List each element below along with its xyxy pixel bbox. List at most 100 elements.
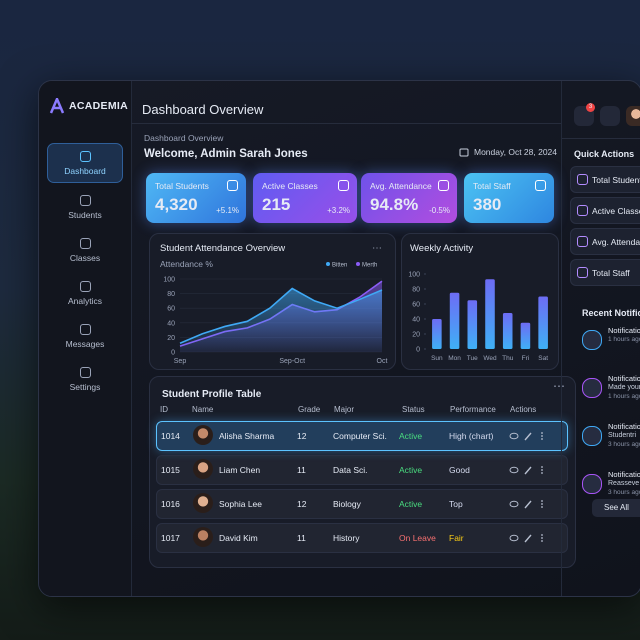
y-tick-label: 40 — [412, 317, 420, 324]
table-menu[interactable]: ⋯ — [553, 379, 565, 393]
nav-icon — [79, 367, 91, 378]
nav-icon — [79, 281, 91, 292]
nav-label: Dashboard — [64, 166, 106, 176]
view-icon — [509, 534, 519, 542]
notification-title: Notification — [608, 470, 640, 479]
welcome: Welcome, Admin Sarah Jones — [144, 148, 308, 160]
icon-shape — [79, 367, 91, 378]
nav-label: Classes — [69, 253, 101, 263]
notification-icon — [582, 378, 602, 398]
stat-card: Total Students 4,320 +5.1% — [146, 173, 246, 223]
nav-item[interactable]: Settings — [47, 360, 123, 398]
table-row[interactable]: 1014 Alisha Sharma 12 Computer Sci. Active Hi… — [156, 421, 568, 451]
bar — [520, 322, 531, 349]
performance: Top — [449, 499, 463, 509]
view-icon — [509, 466, 519, 474]
profile-avatar[interactable] — [626, 106, 640, 126]
status: Active — [399, 431, 423, 441]
nav-item[interactable]: Analytics — [47, 274, 123, 312]
y-tick-label: 20 — [412, 332, 420, 339]
nav-item[interactable]: Students — [47, 188, 123, 226]
date-text: Monday, Oct 28, 2024 — [474, 147, 558, 157]
column-header: Performance — [450, 405, 496, 414]
calendar-icon — [459, 148, 469, 157]
more-icon — [541, 503, 543, 505]
more-icon — [541, 506, 543, 508]
stat-card: Total Staff 380 — [464, 173, 554, 223]
bell-button[interactable]: 3 — [574, 103, 595, 126]
table-row[interactable]: 1016 Sophia Lee 12 Biology Active Top — [156, 489, 568, 519]
notification-time: 3 hours ago — [608, 441, 640, 448]
column-header: Actions — [510, 405, 537, 414]
stat-value: 4,320 — [155, 195, 198, 214]
row-actions — [509, 432, 543, 441]
stat-change: +5.1% — [216, 206, 239, 215]
avatar — [193, 527, 213, 547]
view-icon — [509, 432, 519, 440]
grade: 11 — [297, 465, 306, 475]
quick-action[interactable]: Total Staff — [570, 259, 640, 286]
quick-action[interactable]: Avg. Attendance — [570, 228, 640, 255]
right-column: 3 Quick Actions Recent Notifications See… — [561, 81, 640, 596]
avatar — [193, 493, 213, 513]
stat-icon — [535, 180, 546, 191]
bar — [467, 300, 478, 349]
status: On Leave — [399, 533, 436, 543]
divider — [131, 123, 561, 124]
nav-item[interactable]: Dashboard — [47, 143, 123, 183]
row-actions — [509, 500, 543, 509]
notification-text: Reasseve — [608, 480, 640, 487]
nav-icon — [79, 324, 91, 335]
table-row[interactable]: 1017 David Kim 11 History On Leave Fair — [156, 523, 568, 553]
edit-icon — [524, 500, 532, 509]
y-tick-label: 40 — [167, 320, 175, 327]
quick-action[interactable]: Active Classes — [570, 197, 640, 224]
chart-menu: ⋯ — [372, 243, 382, 254]
action-label: Total Staff — [592, 268, 630, 278]
sidebar — [39, 81, 132, 596]
stat-label: Total Staff — [473, 181, 511, 191]
student-id: 1017 — [161, 533, 180, 543]
quick-actions-title: Quick Actions — [574, 149, 635, 159]
bar — [538, 296, 548, 349]
major: Data Sci. — [333, 465, 368, 475]
bar — [449, 292, 460, 349]
see-all-button[interactable]: See All — [592, 499, 640, 517]
more-icon — [541, 534, 543, 536]
x-tick-label: Sun — [431, 355, 443, 362]
y-tick-label: 80 — [412, 287, 420, 294]
y-tick-label: 0 — [171, 350, 175, 357]
weekly-card: Weekly Activity 0 20 40 60 80 100 Sun Mon Tue Wed T… — [401, 233, 559, 370]
major: History — [333, 533, 360, 543]
avatar — [193, 425, 213, 445]
column-header: Name — [192, 405, 214, 414]
breadcrumb: Dashboard Overview — [144, 133, 224, 143]
action-label: Active Classes — [592, 206, 640, 216]
notification-title: Notification — [608, 326, 640, 335]
chart-title: Weekly Activity — [410, 243, 473, 254]
stat-value: 380 — [473, 195, 502, 214]
badge: 3 — [586, 103, 595, 112]
icon-shape — [79, 324, 91, 335]
view-icon — [509, 500, 519, 508]
notification-title: Notification — [608, 374, 640, 383]
notifications-title: Recent Notifications — [582, 308, 640, 318]
stat-icon — [438, 180, 449, 191]
x-tick-label: Sep-Oct — [279, 358, 305, 365]
x-tick-label: Tue — [467, 355, 478, 362]
y-axis-label: Attendance % — [160, 259, 213, 269]
x-tick-label: Thu — [502, 355, 514, 362]
y-tick-label: 100 — [408, 272, 420, 279]
y-tick-label: 100 — [163, 277, 175, 284]
status: Active — [399, 499, 423, 509]
legend-dot — [326, 262, 330, 266]
quick-action[interactable]: Total Students — [570, 166, 640, 193]
brand: ACADEMIA — [49, 98, 128, 114]
settings-button[interactable] — [600, 106, 620, 126]
nav-item[interactable]: Messages — [47, 317, 123, 355]
stat-card: Active Classes 215 +3.2% — [253, 173, 357, 223]
nav-icon — [79, 195, 91, 206]
stat-value: 215 — [262, 195, 291, 214]
table-row[interactable]: 1015 Liam Chen 11 Data Sci. Active Good — [156, 455, 568, 485]
nav-item[interactable]: Classes — [47, 231, 123, 269]
